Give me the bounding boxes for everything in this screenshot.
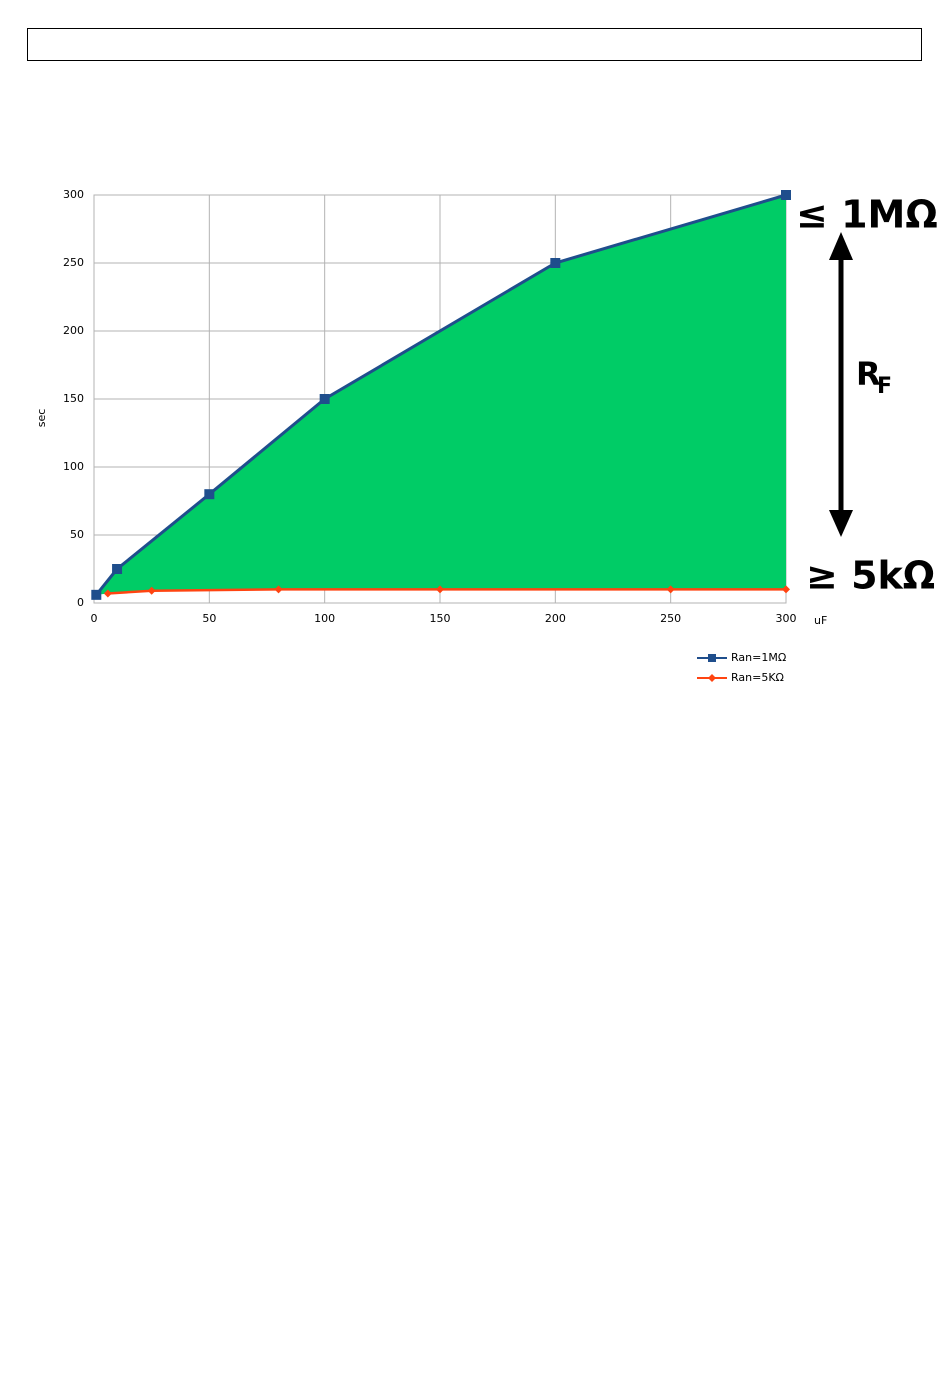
annotation-bottom: ≥ 5kΩ <box>806 554 935 598</box>
x-tick-label: 0 <box>91 612 98 625</box>
marker <box>550 258 561 268</box>
marker <box>319 394 330 404</box>
area-fill <box>96 195 787 595</box>
y-tick-label: 300 <box>63 188 84 201</box>
y-tick-label: 200 <box>63 324 84 337</box>
double-arrow <box>829 232 853 537</box>
legend-marker <box>708 674 716 682</box>
marker <box>781 190 791 200</box>
rf-label: R <box>856 355 881 393</box>
header-box <box>27 28 922 61</box>
chart: 0 50 100 150 200 250 300 0 50 100 150 200 250 300 Ran=… <box>63 188 797 684</box>
marker <box>204 489 215 500</box>
marker <box>666 585 675 594</box>
marker <box>436 585 444 594</box>
y-tick-label: 0 <box>77 596 84 609</box>
y-axis-label: sec <box>35 409 48 428</box>
legend-marker <box>708 654 716 662</box>
y-tick-label: 50 <box>70 528 84 541</box>
marker <box>147 586 156 595</box>
series-line <box>107 588 786 595</box>
marker <box>91 589 102 600</box>
x-tick-label: 300 <box>776 612 797 625</box>
x-tick-label: 200 <box>545 612 566 625</box>
marker <box>274 585 283 594</box>
x-tick-label: 100 <box>314 612 335 625</box>
x-tick-label: 150 <box>430 612 451 625</box>
marker <box>112 564 123 574</box>
y-tick-label: 250 <box>63 256 84 269</box>
rf-subscript: F <box>877 374 892 399</box>
x-tick-label: 250 <box>660 612 681 625</box>
x-tick-label: 50 <box>202 612 216 625</box>
x-axis-label: uF <box>814 614 827 627</box>
y-tick-label: 150 <box>63 392 84 405</box>
y-tick-label: 100 <box>63 460 84 473</box>
marker <box>782 585 790 594</box>
legend-label: Ran=5KΩ <box>731 671 784 684</box>
legend-label: Ran=1MΩ <box>731 651 786 664</box>
marker <box>103 589 112 598</box>
annotation-top: ≤ 1MΩ <box>796 193 938 237</box>
